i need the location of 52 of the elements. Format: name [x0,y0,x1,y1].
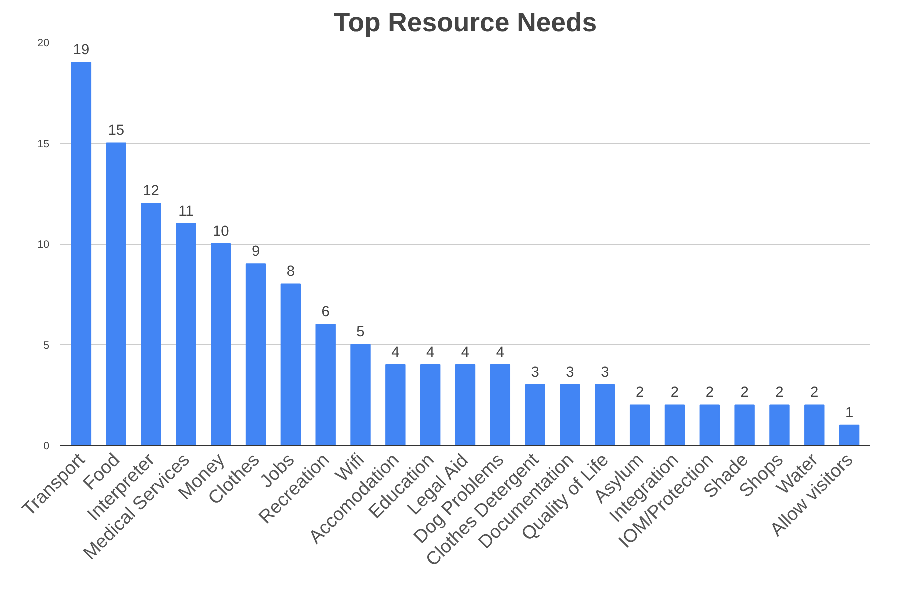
data-label: 3 [531,364,540,381]
data-label: 8 [286,264,296,280]
bar [106,142,126,446]
bar [386,364,406,446]
bar [664,404,686,446]
y-tick-label: 20 [38,38,50,50]
data-label: 1 [845,405,854,422]
bar [176,223,196,446]
data-label: 2 [670,385,680,402]
bar [350,344,371,446]
bar [246,264,266,446]
data-label: 12 [143,184,160,200]
bar [770,404,790,446]
bar [316,324,336,446]
data-label: 11 [178,204,194,220]
bar [700,404,720,446]
data-label: 2 [740,385,749,402]
bar [734,404,755,446]
data-label: 4 [461,344,470,361]
bar [490,364,511,446]
y-tick-label: 0 [44,440,50,452]
data-label: 10 [212,224,230,240]
data-label: 2 [706,385,714,402]
data-label: 2 [776,385,784,402]
data-label: 4 [426,344,435,361]
data-label: 15 [108,123,125,140]
y-tick-label: 5 [44,340,50,352]
data-label: 19 [73,42,90,59]
data-label: 9 [252,244,260,260]
y-tick-label: 15 [38,138,50,150]
data-label: 2 [636,385,644,402]
data-label: 4 [392,344,400,361]
data-label: 5 [356,324,365,341]
bar [455,364,476,446]
bar [141,203,162,446]
bar [560,384,580,446]
chart-title: Top Resource Needs [334,8,598,38]
bar [525,384,546,446]
y-tick-label: 10 [38,239,50,251]
bar [280,284,302,446]
bar [420,364,441,446]
data-label: 4 [496,344,504,361]
data-label: 3 [601,364,610,381]
data-label: 6 [322,304,330,321]
bar [804,404,825,446]
bar [211,244,232,446]
bar [71,62,92,446]
data-label: 2 [810,385,819,402]
bar [595,384,616,446]
bar [630,404,650,446]
data-label: 3 [566,364,574,381]
bar [839,424,860,446]
